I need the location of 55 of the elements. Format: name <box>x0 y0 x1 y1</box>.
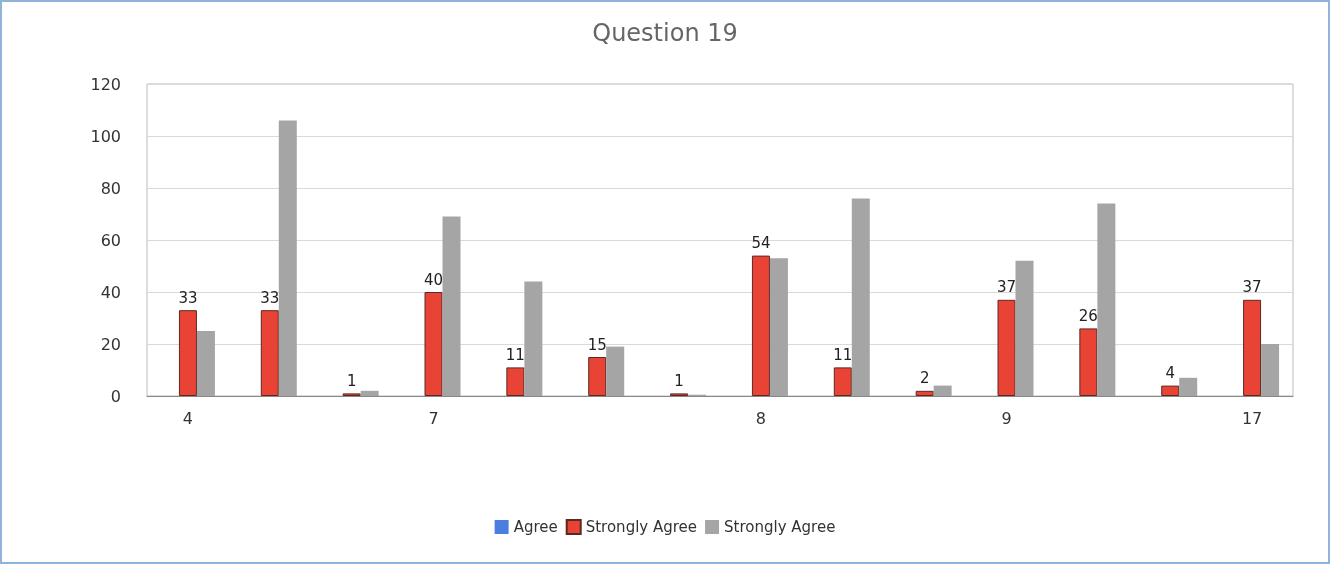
bar <box>1079 328 1098 396</box>
bar <box>524 281 543 396</box>
bar <box>751 255 770 396</box>
data-label: 15 <box>587 335 607 354</box>
y-tick-label: 0 <box>110 386 121 406</box>
y-tick-label: 100 <box>90 126 121 146</box>
bar <box>588 357 607 396</box>
legend-label: Agree <box>513 518 558 536</box>
y-tick-label: 20 <box>100 334 121 354</box>
bar <box>360 390 379 396</box>
bar <box>196 331 215 396</box>
y-tick-label: 60 <box>100 230 121 250</box>
bar <box>769 258 788 396</box>
bar <box>278 120 297 396</box>
x-tick-label: 17 <box>1241 408 1263 428</box>
data-label: 1 <box>674 371 684 390</box>
bar <box>260 310 279 396</box>
bar <box>1097 203 1116 396</box>
data-label: 26 <box>1078 306 1098 325</box>
data-label: 37 <box>1242 278 1262 297</box>
bar <box>1015 260 1034 396</box>
data-label: 2 <box>919 369 930 388</box>
bar <box>506 367 525 396</box>
y-tick-label: 40 <box>100 282 121 302</box>
bar <box>424 292 443 396</box>
data-label: 37 <box>996 278 1017 297</box>
x-tick-label: 8 <box>755 408 767 428</box>
x-tick-label: 7 <box>428 408 439 428</box>
legend-label: Strongly Agree <box>585 518 698 536</box>
data-label: 4 <box>1165 364 1175 383</box>
bar <box>178 310 197 396</box>
data-label: 40 <box>423 270 444 289</box>
bar <box>606 346 625 396</box>
x-tick-label: 9 <box>1001 408 1012 428</box>
y-tick-label: 120 <box>90 74 121 94</box>
bar <box>833 367 852 396</box>
bar <box>915 390 934 396</box>
bar <box>851 198 870 396</box>
y-tick-label: 80 <box>100 178 121 198</box>
bar <box>997 299 1016 396</box>
bar <box>442 216 461 396</box>
bar <box>1179 377 1198 396</box>
data-label: 11 <box>833 345 853 364</box>
bar <box>1243 299 1262 396</box>
chart-title: Question 19 <box>592 19 738 47</box>
legend-label: Strongly Agree <box>724 518 836 536</box>
bar <box>1261 344 1280 396</box>
bar <box>1161 385 1180 396</box>
data-label: 1 <box>346 371 357 390</box>
bar <box>933 385 952 396</box>
x-tick-label: 4 <box>182 408 194 428</box>
data-label: 11 <box>505 345 525 364</box>
data-label: 33 <box>260 288 280 307</box>
data-label: 54 <box>751 234 771 253</box>
data-label: 33 <box>178 288 198 307</box>
